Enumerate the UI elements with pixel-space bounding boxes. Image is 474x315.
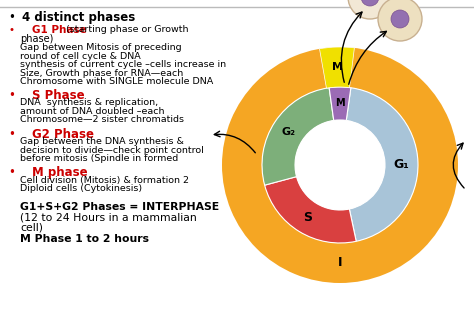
Wedge shape: [329, 87, 351, 120]
Text: M: M: [332, 62, 343, 72]
Text: Diploid cells (Cytokinesis): Diploid cells (Cytokinesis): [20, 184, 142, 193]
Text: G1 Phase: G1 Phase: [32, 25, 87, 35]
Text: •: •: [8, 128, 15, 140]
Text: G₁: G₁: [393, 158, 410, 171]
Text: (12 to 24 Hours in a mammalian: (12 to 24 Hours in a mammalian: [20, 213, 197, 223]
Text: round of cell cycle & DNA: round of cell cycle & DNA: [20, 52, 141, 61]
Wedge shape: [319, 47, 355, 88]
Text: G₂: G₂: [282, 127, 295, 136]
Text: •: •: [8, 25, 14, 35]
Text: Chromosome with SINGLE molecule DNA: Chromosome with SINGLE molecule DNA: [20, 77, 213, 87]
Text: •: •: [8, 11, 15, 24]
Text: M Phase 1 to 2 hours: M Phase 1 to 2 hours: [20, 234, 149, 244]
Text: G2 Phase: G2 Phase: [32, 128, 94, 140]
Circle shape: [391, 10, 409, 28]
Text: (starting phase or Growth: (starting phase or Growth: [63, 25, 189, 34]
Text: Cell division (Mitosis) & formation 2: Cell division (Mitosis) & formation 2: [20, 176, 189, 185]
Text: amount of DNA doubled –each: amount of DNA doubled –each: [20, 107, 164, 116]
Text: DNA  synthesis & replication,: DNA synthesis & replication,: [20, 98, 158, 107]
Text: S: S: [303, 211, 312, 224]
Text: •: •: [8, 166, 15, 179]
Text: •: •: [8, 89, 15, 102]
Text: Gap between Mitosis of preceding: Gap between Mitosis of preceding: [20, 43, 182, 53]
Wedge shape: [264, 177, 356, 243]
Text: Size, Growth phase for RNA—each: Size, Growth phase for RNA—each: [20, 69, 183, 78]
Circle shape: [378, 0, 422, 41]
Text: decision to divide—check point control: decision to divide—check point control: [20, 146, 204, 155]
Text: Gap between the DNA synthesis &: Gap between the DNA synthesis &: [20, 137, 184, 146]
Text: phase): phase): [20, 34, 54, 44]
Text: M phase: M phase: [32, 166, 88, 179]
Text: M: M: [335, 99, 345, 108]
Text: cell): cell): [20, 222, 43, 232]
Text: G1+S+G2 Phases = INTERPHASE: G1+S+G2 Phases = INTERPHASE: [20, 202, 219, 212]
Wedge shape: [346, 88, 418, 241]
Circle shape: [295, 120, 385, 210]
Wedge shape: [262, 88, 334, 185]
Text: 4 distinct phases: 4 distinct phases: [22, 11, 135, 24]
Text: before mitosis (Spindle in formed: before mitosis (Spindle in formed: [20, 154, 178, 163]
Text: synthesis of current cycle –cells increase in: synthesis of current cycle –cells increa…: [20, 60, 226, 70]
Text: I: I: [338, 256, 342, 270]
Circle shape: [361, 0, 379, 6]
Wedge shape: [222, 47, 458, 283]
Circle shape: [348, 0, 392, 19]
Text: Chromosome—2 sister chromatids: Chromosome—2 sister chromatids: [20, 115, 184, 124]
Text: S Phase: S Phase: [32, 89, 85, 102]
